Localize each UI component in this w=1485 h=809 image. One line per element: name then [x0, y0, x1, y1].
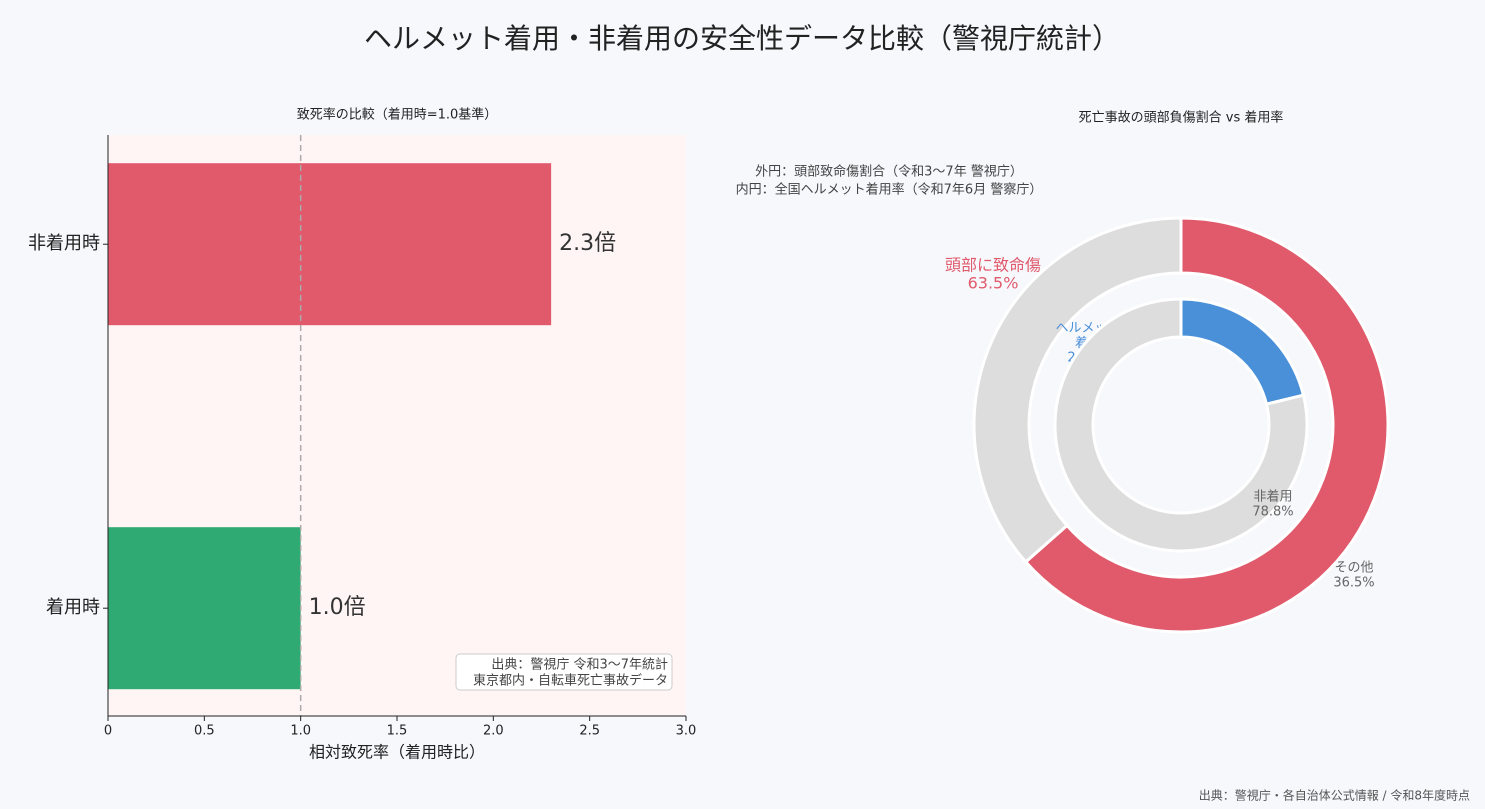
segment-value: 78.8% [1252, 505, 1293, 520]
value-label: 2.3倍 [559, 231, 616, 256]
x-tick-label: 0.5 [194, 724, 215, 739]
annotation-box [455, 653, 673, 691]
x-tick-label: 0 [104, 724, 112, 739]
footer: 出典：警視庁・各自治体公式情報 / 令和8年度時点 [1199, 788, 1470, 803]
x-axis-label: 相対致死率（着用時比） [309, 743, 485, 762]
donut-segment [1023, 216, 1390, 634]
donut-segment [1053, 297, 1309, 553]
subtitle: 外円：頭部致命傷割合（令和3〜7年 警視庁） [755, 164, 1023, 180]
chart-title: 致死率の比較（着用時=1.0基準） [297, 107, 498, 123]
category-label: 着用時 [46, 597, 100, 618]
bar [108, 163, 552, 326]
x-tick-label: 2.0 [483, 724, 504, 739]
page-title: ヘルメット着用・非着用の安全性データ比較（警視庁統計） [364, 22, 1120, 55]
segment-label: その他 [1334, 561, 1373, 576]
donut-segment [972, 216, 1183, 565]
segment-label: 非着用 [1253, 489, 1292, 505]
x-tick-label: 2.5 [579, 724, 600, 739]
x-tick-label: 1.0 [290, 724, 311, 739]
annotation: 出典：警視庁 令和3〜7年統計 [491, 657, 668, 673]
segment-label: 頭部に致命傷 [945, 256, 1041, 275]
annotation: 東京都内・自転車死亡事故データ [473, 673, 668, 689]
segment-value: 63.5% [968, 274, 1019, 293]
bar [108, 527, 301, 690]
value-label: 1.0倍 [309, 595, 366, 620]
chart-title: 死亡事故の頭部負傷割合 vs 着用率 [1079, 110, 1284, 126]
segment-value: 36.5% [1333, 576, 1374, 591]
subtitle: 内円：全国ヘルメット着用率（令和7年6月 警察庁） [736, 182, 1043, 198]
x-tick-label: 1.5 [387, 724, 408, 739]
category-label: 非着用時 [28, 233, 100, 254]
x-tick-label: 3.0 [676, 724, 697, 739]
